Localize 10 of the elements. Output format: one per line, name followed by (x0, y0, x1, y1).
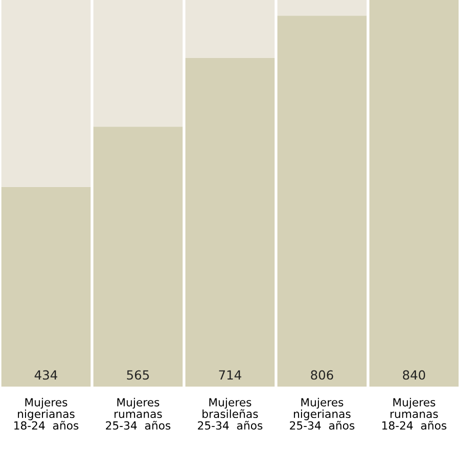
x-tick-label: Mujeres rumanas 18-24 años (382, 398, 446, 430)
x-tick-label: Mujeres rumanas 25-34 años (106, 398, 170, 430)
x-tick-label: Mujeres nigerianas 18-24 años (14, 398, 78, 430)
x-tick-label: Mujeres brasileñas 25-34 años (198, 398, 262, 430)
data-label: 434 (34, 370, 58, 380)
data-label: 840 (402, 370, 426, 380)
data-label: 806 (310, 370, 334, 380)
data-label: 714 (219, 370, 242, 380)
data-label: 565 (127, 370, 149, 380)
x-tick-label: Mujeres nigerianas 25-34 años (290, 398, 354, 430)
